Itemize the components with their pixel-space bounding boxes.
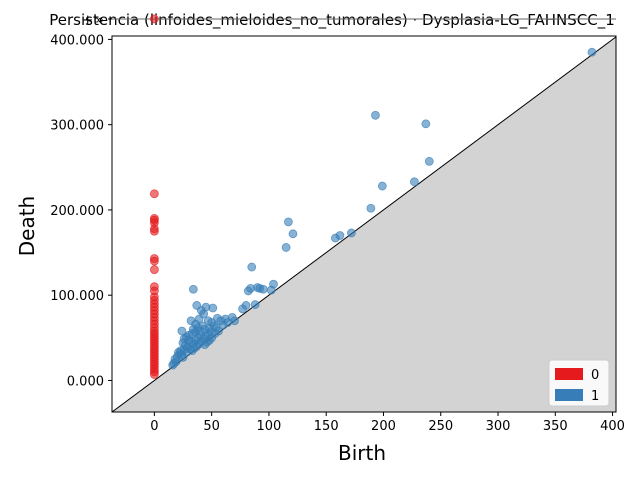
data-point-series-1 bbox=[208, 303, 218, 313]
y-tick-label: 300.000 bbox=[50, 119, 104, 134]
x-tick-label: 150 bbox=[314, 419, 339, 434]
data-point-series-1 bbox=[258, 284, 268, 294]
data-point-series-1 bbox=[194, 314, 204, 324]
x-tick-label: 0 bbox=[150, 419, 158, 434]
data-point-series-1 bbox=[195, 330, 205, 340]
data-point-series-1 bbox=[214, 326, 223, 336]
x-axis-label: Birth bbox=[338, 441, 386, 465]
data-point-series-1 bbox=[168, 360, 178, 370]
legend-label-1: 1 bbox=[591, 389, 599, 404]
data-point-series-0 bbox=[149, 265, 159, 275]
legend-swatch-1 bbox=[555, 389, 583, 401]
legend-label-0: 0 bbox=[591, 368, 599, 383]
chart-title: Persistencia (linfoides_mieloides_no_tum… bbox=[49, 11, 614, 30]
data-point-series-0 bbox=[149, 370, 159, 379]
legend-swatch-0 bbox=[555, 368, 583, 380]
data-point-series-1 bbox=[288, 229, 298, 239]
x-tick-label: 350 bbox=[543, 419, 568, 434]
y-axis-label: Death bbox=[15, 196, 39, 256]
data-point-series-1 bbox=[424, 156, 434, 166]
plot-area: 0 50 100 150 200 250 300 350 400 0.000 100.000 200.… bbox=[50, 13, 625, 434]
y-tick-label: 200.000 bbox=[50, 204, 104, 219]
data-point-series-0 bbox=[149, 256, 159, 266]
data-point-series-0 bbox=[149, 226, 159, 236]
legend: 01 bbox=[548, 359, 610, 407]
data-point-series-1 bbox=[188, 324, 198, 334]
plot-frame bbox=[111, 35, 617, 413]
data-point-series-1 bbox=[266, 285, 276, 295]
x-tick-label: 400 bbox=[600, 419, 625, 434]
infinity-tick-label: +∞ bbox=[82, 13, 104, 28]
data-point-series-1 bbox=[238, 304, 247, 314]
x-tick-label: 200 bbox=[371, 419, 396, 434]
data-point-series-1 bbox=[409, 177, 419, 187]
data-point-series-1 bbox=[178, 353, 188, 362]
data-point-series-1 bbox=[247, 262, 257, 272]
data-point-series-1 bbox=[281, 243, 291, 252]
x-tick-label: 300 bbox=[486, 419, 511, 434]
data-point-series-1 bbox=[377, 181, 387, 191]
data-point-series-1 bbox=[250, 300, 260, 309]
x-tick-label: 100 bbox=[257, 419, 282, 434]
data-point-series-0 bbox=[149, 14, 159, 24]
y-tick-label: 100.000 bbox=[50, 289, 104, 304]
y-tick-label: 400.000 bbox=[50, 33, 104, 48]
x-tick-label: 250 bbox=[428, 419, 453, 434]
data-point-series-1 bbox=[188, 284, 198, 294]
data-point-series-1 bbox=[421, 119, 431, 129]
y-tick-label: 0.000 bbox=[67, 374, 104, 389]
x-tick-label: 50 bbox=[203, 419, 220, 434]
data-point-series-1 bbox=[330, 233, 340, 243]
data-point-series-1 bbox=[371, 110, 380, 120]
data-point-series-0 bbox=[149, 189, 159, 199]
data-point-series-1 bbox=[587, 47, 597, 57]
data-point-series-1 bbox=[243, 286, 253, 296]
data-point-series-1 bbox=[204, 335, 214, 345]
data-point-series-1 bbox=[366, 203, 376, 213]
data-point-series-1 bbox=[283, 217, 293, 227]
data-point-series-1 bbox=[177, 326, 187, 336]
data-point-series-1 bbox=[346, 228, 356, 238]
